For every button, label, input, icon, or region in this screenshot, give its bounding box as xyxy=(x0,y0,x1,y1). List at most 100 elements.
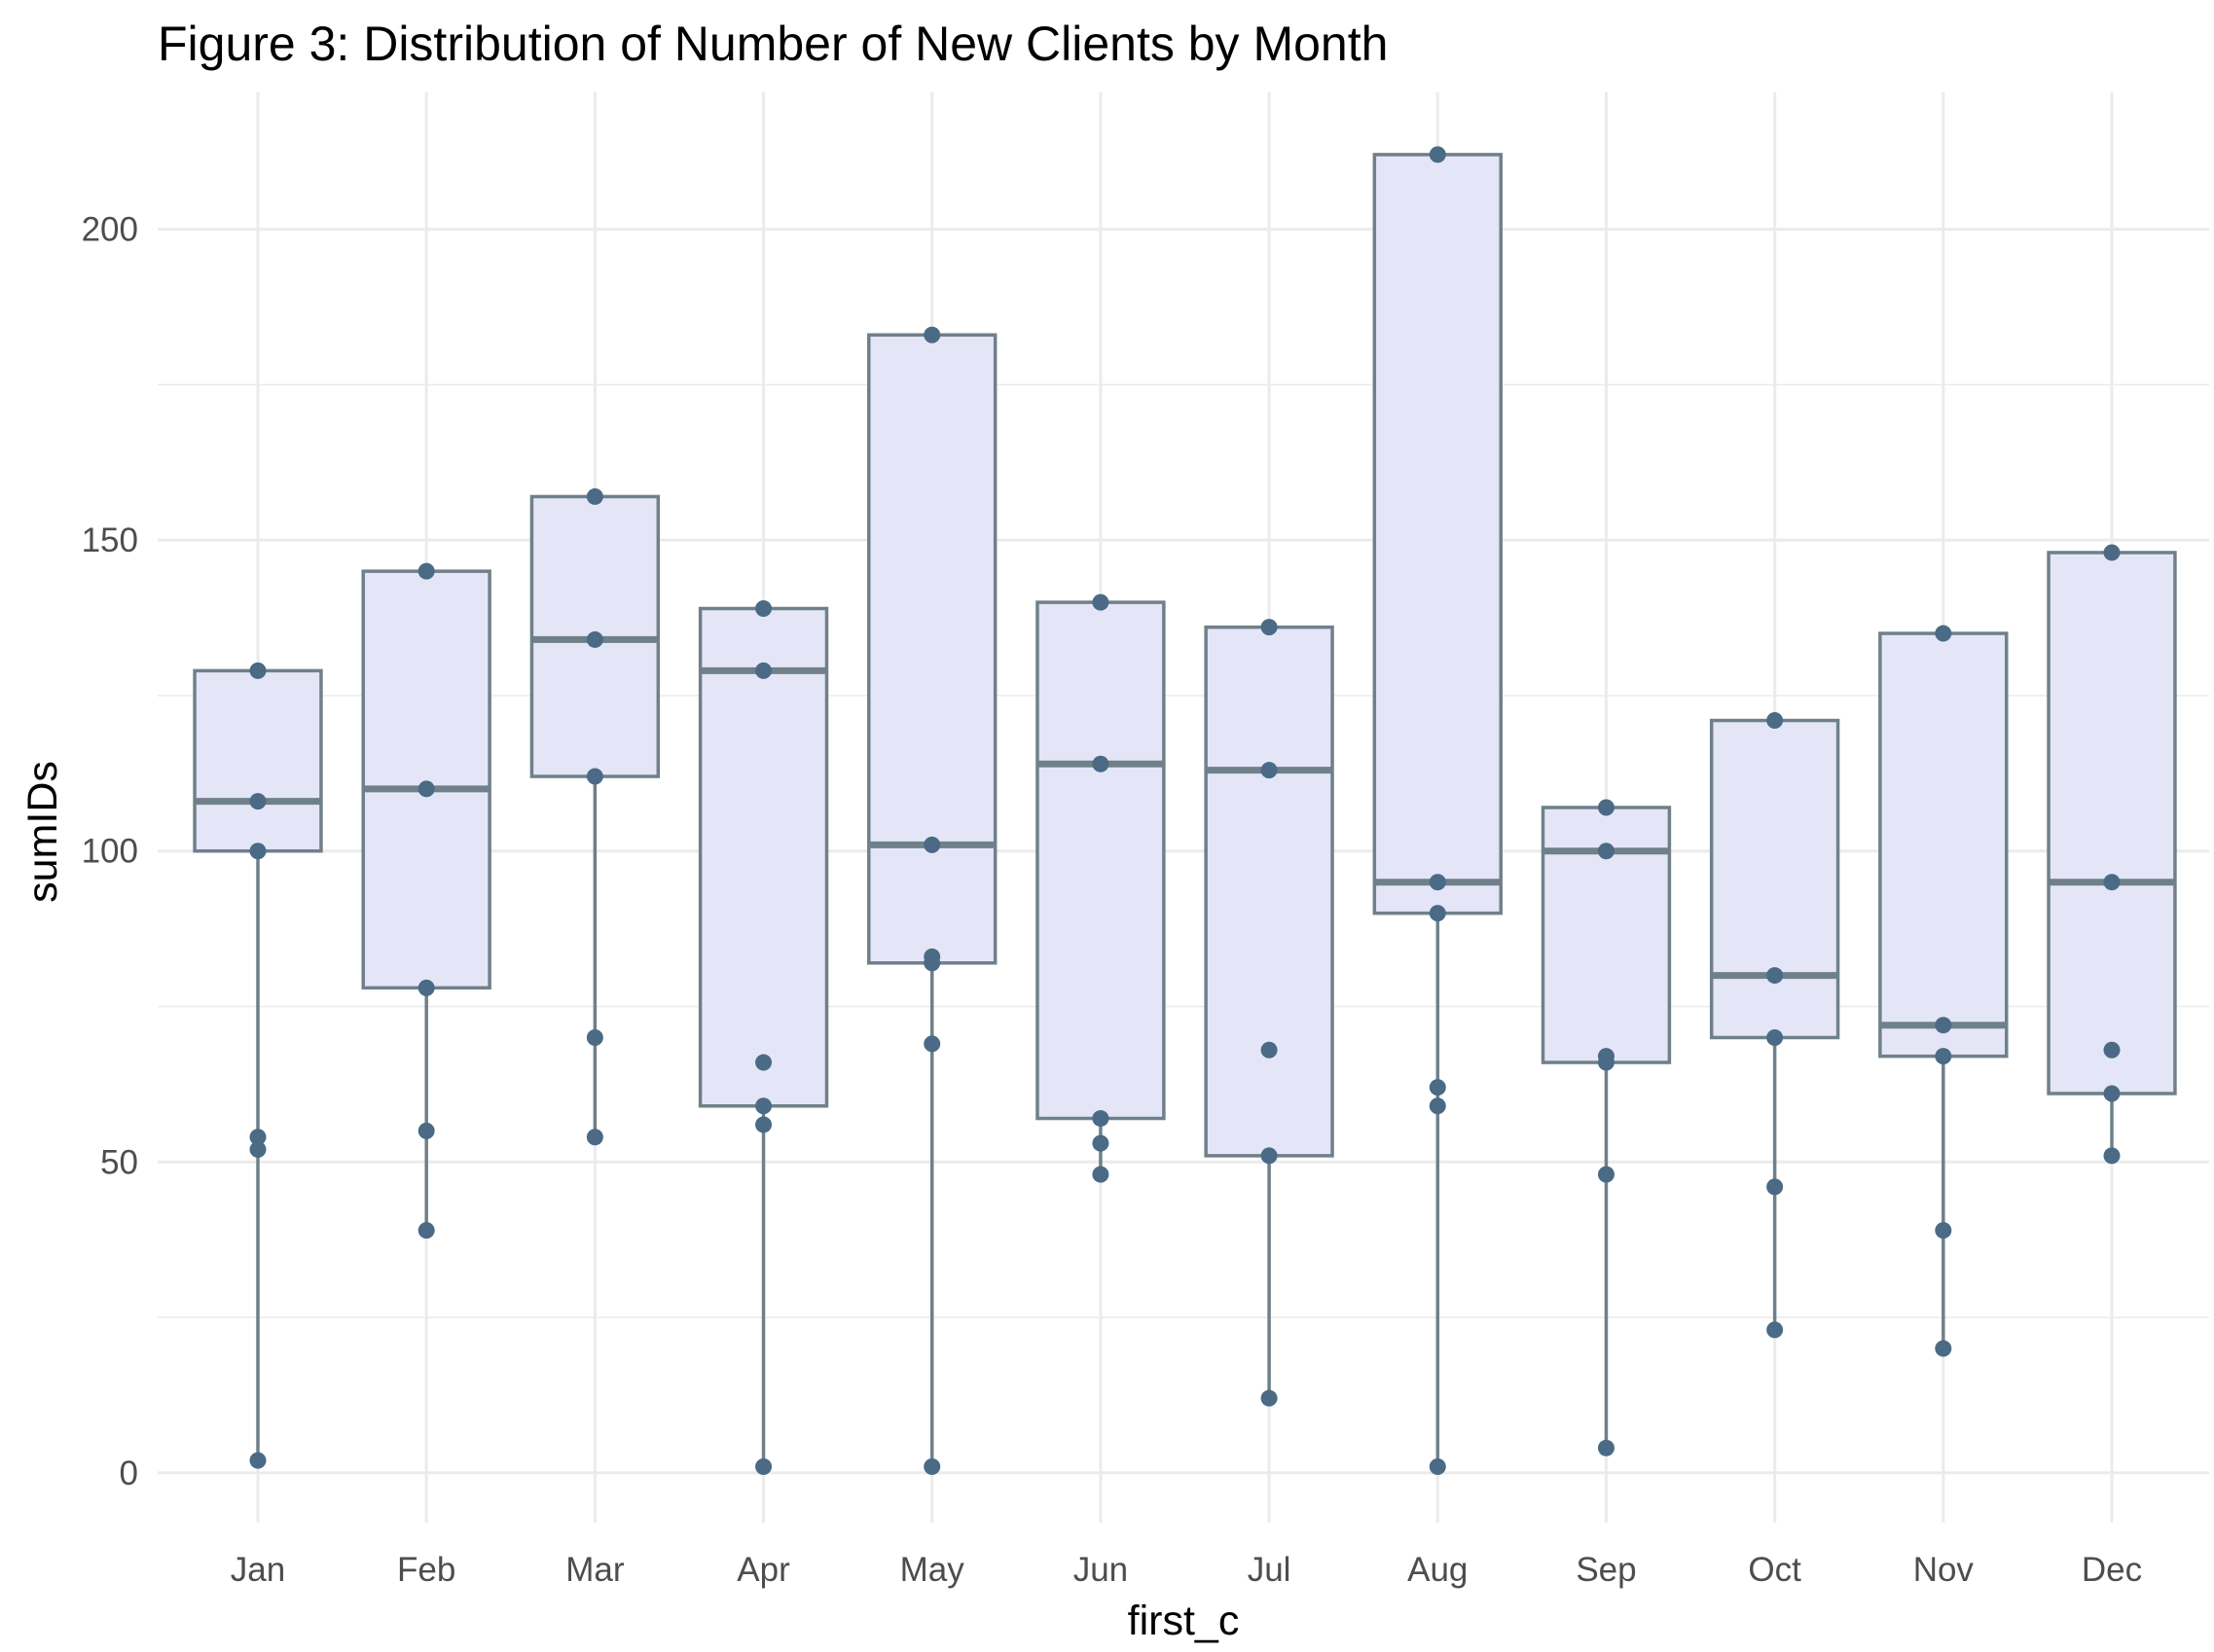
box-oct xyxy=(1709,718,1840,1330)
data-point xyxy=(1766,967,1784,985)
data-point xyxy=(1766,1178,1784,1196)
x-tick-label: Oct xyxy=(1748,1551,1801,1589)
data-point xyxy=(2103,874,2121,891)
data-point xyxy=(586,1028,603,1046)
box-jun xyxy=(1035,600,1166,1175)
data-point xyxy=(417,562,435,580)
data-point xyxy=(1260,762,1278,779)
data-point xyxy=(1597,1439,1615,1456)
box-may xyxy=(867,333,998,1467)
box-body xyxy=(2047,551,2177,1095)
data-point xyxy=(586,1129,603,1146)
data-point xyxy=(924,836,941,853)
data-point xyxy=(1260,1389,1278,1407)
box-dec xyxy=(2047,551,2177,1156)
data-point xyxy=(755,1457,773,1475)
data-point xyxy=(1597,1166,1615,1183)
axis-labels: 0 50 100 150 200 Jan Feb Mar Apr May Jun Jul Aug Sep O… xyxy=(82,211,2143,1589)
data-point xyxy=(417,979,435,996)
x-tick-label: Sep xyxy=(1576,1551,1636,1589)
x-tick-label: Jun xyxy=(1073,1551,1128,1589)
data-point xyxy=(1766,1321,1784,1339)
data-point xyxy=(1429,905,1446,922)
data-point xyxy=(249,1141,267,1159)
box-body xyxy=(1709,718,1840,1040)
data-point xyxy=(417,780,435,798)
x-tick-label: Nov xyxy=(1913,1551,1975,1589)
data-point xyxy=(417,1222,435,1239)
data-point xyxy=(249,1129,267,1146)
box-mar xyxy=(529,494,661,1137)
x-tick-label: Feb xyxy=(397,1551,455,1589)
box-jul xyxy=(1204,625,1334,1399)
data-point xyxy=(1092,1166,1109,1183)
data-point xyxy=(1092,1110,1109,1128)
y-axis-title: sumIDs xyxy=(19,761,66,903)
data-point xyxy=(2103,1147,2121,1165)
box-jan xyxy=(193,668,323,1461)
data-point xyxy=(249,793,267,810)
data-point xyxy=(924,1457,941,1475)
data-point xyxy=(1092,1134,1109,1152)
box-body xyxy=(698,606,829,1108)
x-tick-label: Apr xyxy=(737,1551,790,1589)
data-point xyxy=(586,487,603,505)
y-tick-label: 200 xyxy=(82,211,138,249)
data-point xyxy=(1260,1147,1278,1165)
data-point xyxy=(1260,1041,1278,1059)
data-point xyxy=(1935,625,1952,642)
data-point xyxy=(2103,1041,2121,1059)
box-series xyxy=(193,153,2177,1467)
data-point xyxy=(417,1122,435,1139)
data-point xyxy=(249,662,267,679)
data-point xyxy=(586,768,603,785)
data-point xyxy=(1429,146,1446,163)
box-sep xyxy=(1541,806,1672,1449)
y-tick-label: 0 xyxy=(120,1454,138,1492)
data-point xyxy=(755,1054,773,1071)
x-tick-label: Dec xyxy=(2082,1551,2142,1589)
box-body xyxy=(1372,153,1503,916)
data-point xyxy=(924,1035,941,1053)
x-tick-label: Jan xyxy=(231,1551,285,1589)
data-point xyxy=(755,1116,773,1133)
data-point xyxy=(1429,1097,1446,1115)
point-series xyxy=(249,146,2121,1475)
data-point xyxy=(1092,755,1109,772)
box-nov xyxy=(1878,631,2009,1349)
data-point xyxy=(1260,619,1278,636)
y-tick-label: 150 xyxy=(82,521,138,559)
data-point xyxy=(249,843,267,860)
data-point xyxy=(249,1452,267,1469)
data-point xyxy=(1766,712,1784,730)
data-point xyxy=(2103,544,2121,561)
data-point xyxy=(1092,593,1109,611)
data-point xyxy=(1429,874,1446,891)
data-point xyxy=(755,1097,773,1115)
data-point xyxy=(1597,843,1615,860)
box-body xyxy=(1204,625,1334,1158)
data-point xyxy=(1597,1054,1615,1071)
box-body xyxy=(1035,600,1166,1121)
y-tick-label: 50 xyxy=(100,1143,138,1181)
box-body xyxy=(193,668,323,853)
box-apr xyxy=(698,606,829,1467)
box-aug xyxy=(1372,153,1503,1467)
data-point xyxy=(924,326,941,343)
data-point xyxy=(924,954,941,972)
box-body xyxy=(1878,631,2009,1059)
data-point xyxy=(1935,1017,1952,1034)
data-point xyxy=(1935,1048,1952,1065)
data-point xyxy=(755,662,773,679)
y-tick-label: 100 xyxy=(82,833,138,871)
x-tick-label: Mar xyxy=(565,1551,625,1589)
box-body xyxy=(361,569,491,990)
chart-title: Figure 3: Distribution of Number of New … xyxy=(158,17,1388,71)
data-point xyxy=(2103,1085,2121,1102)
x-axis-title: first_c xyxy=(1128,1598,1240,1644)
data-point xyxy=(1766,1028,1784,1046)
data-point xyxy=(1429,1457,1446,1475)
data-point xyxy=(1429,1079,1446,1096)
